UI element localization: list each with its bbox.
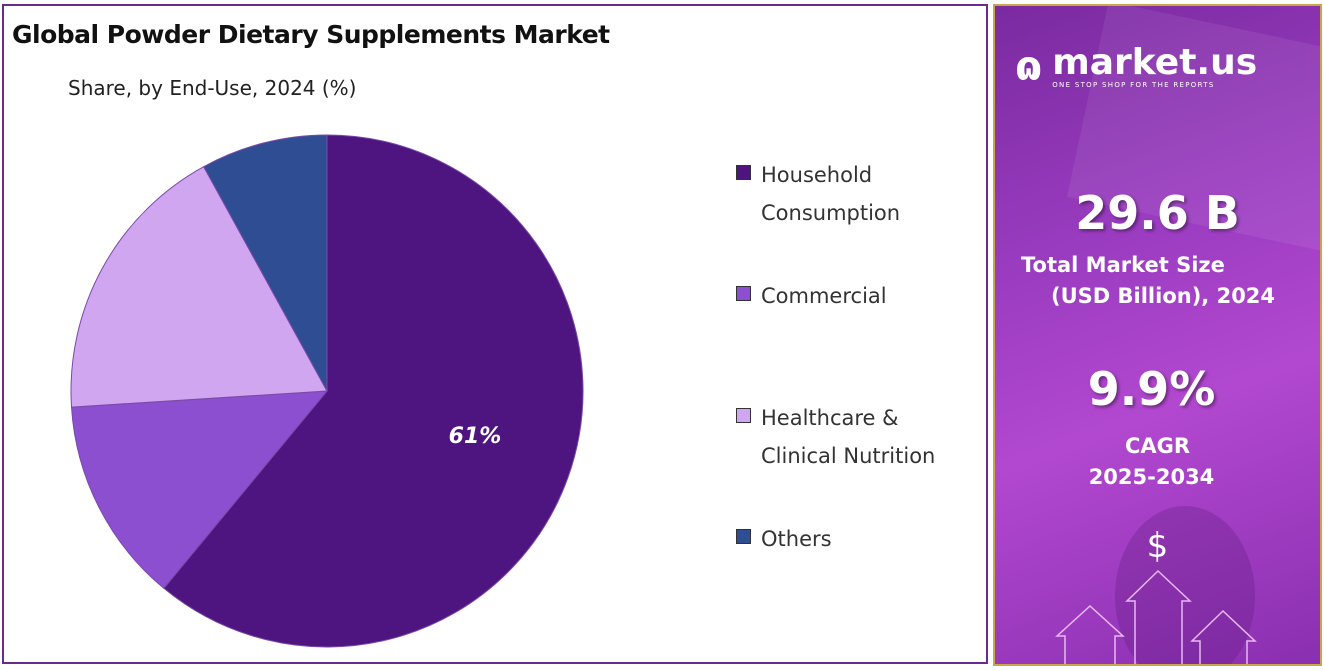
- logo-tagline: ONE STOP SHOP FOR THE REPORTS: [1052, 81, 1215, 89]
- legend-swatch: [736, 529, 751, 544]
- legend-label: Household: [761, 163, 873, 187]
- summary-panel: ɷ market.us ONE STOP SHOP FOR THE REPORT…: [993, 4, 1322, 666]
- market-size-label: (USD Billion), 2024: [1051, 284, 1276, 308]
- chart-title: Global Powder Dietary Supplements Market: [12, 20, 610, 49]
- pie-chart: 61%: [70, 134, 584, 648]
- cagr-period: 2025-2034: [1088, 465, 1215, 489]
- legend-item-others: Others: [736, 520, 976, 558]
- logo-icon: ɷ: [1015, 44, 1043, 90]
- legend-item-household: Household Consumption: [736, 156, 976, 232]
- dollar-icon: $: [1146, 526, 1169, 566]
- slice-healthcare: [70, 165, 328, 408]
- slice-household: [163, 134, 584, 648]
- legend-swatch: [736, 286, 751, 301]
- chart-area: [2, 4, 988, 664]
- data-label-household: 61%: [449, 424, 502, 449]
- market-size-label: Total Market Size: [1021, 253, 1225, 277]
- cagr-value: 9.9%: [1087, 362, 1216, 416]
- chart-subtitle: Share, by End-Use, 2024 (%): [68, 76, 357, 100]
- legend-swatch: [736, 408, 751, 423]
- legend-swatch: [736, 165, 751, 180]
- legend-label: Commercial: [761, 284, 887, 308]
- cagr-label: CAGR: [1124, 434, 1191, 458]
- legend-label: Healthcare &: [761, 406, 899, 430]
- logo-name: market.us: [1052, 42, 1258, 83]
- slice-others: [202, 134, 328, 392]
- legend-item-commercial: Commercial: [736, 277, 976, 315]
- legend-label: Consumption: [761, 201, 901, 225]
- growth-arrows-icon: [1055, 569, 1257, 664]
- legend-item-healthcare: Healthcare & Clinical Nutrition: [736, 399, 976, 475]
- legend-label: Clinical Nutrition: [761, 444, 936, 468]
- slice-commercial: [70, 390, 329, 589]
- logo: ɷ market.us ONE STOP SHOP FOR THE REPORT…: [1015, 44, 1257, 90]
- market-size-value: 29.6 B: [1075, 186, 1240, 240]
- legend-label: Others: [761, 527, 832, 551]
